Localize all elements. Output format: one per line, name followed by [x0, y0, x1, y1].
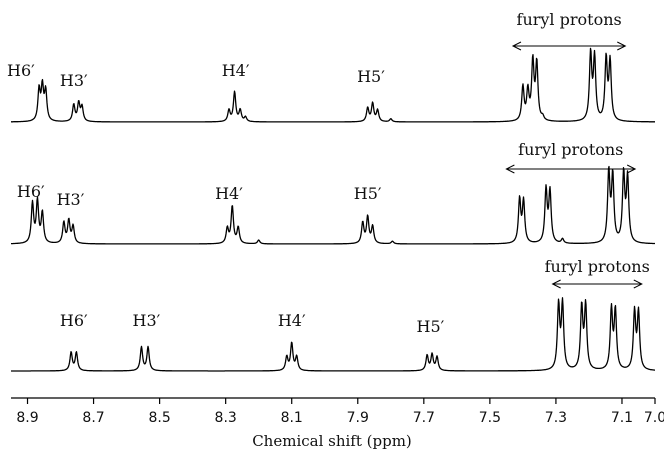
x-tick-label: 7.9 [347, 410, 369, 426]
x-tick-label: 8.1 [281, 410, 303, 426]
peak-label: H6′ [60, 311, 88, 330]
x-tick-label: 7.5 [479, 410, 501, 426]
peak-label: H4′ [278, 311, 306, 330]
furyl-group-label: furyl protons [517, 10, 622, 29]
peak-label: H5′ [354, 184, 382, 203]
x-tick-label: 8.7 [82, 410, 104, 426]
peak-label: H6′ [17, 182, 45, 201]
furyl-group-label: furyl protons [518, 140, 623, 159]
peak-label: H4′ [215, 184, 243, 203]
peak-label: H6′ [7, 61, 35, 80]
peak-label: H5′ [417, 317, 445, 336]
furyl-group-label: furyl protons [545, 257, 650, 276]
x-tick-label: 8.5 [148, 410, 170, 426]
x-tick-label: 7.0 [644, 410, 664, 426]
peak-label: H3′ [133, 311, 161, 330]
double-arrow [551, 279, 643, 289]
peak-label: H3′ [60, 71, 88, 90]
spectra-traces [10, 47, 656, 372]
spectrum-trace-2 [10, 165, 656, 245]
x-tick-label: 7.7 [413, 410, 435, 426]
x-axis-title: Chemical shift (ppm) [252, 432, 412, 450]
x-axis-ticks: 8.9 8.7 8.5 8.3 8.1 7.9 7.7 7.5 7.3 7.1 7.0 [16, 398, 664, 426]
peak-label: H3′ [57, 190, 85, 209]
x-tick-label: 8.9 [16, 410, 38, 426]
double-arrow [505, 164, 637, 174]
peak-label: H4′ [222, 61, 250, 80]
spectrum-trace-1 [10, 47, 656, 123]
x-tick-label: 8.3 [215, 410, 237, 426]
peak-label: H5′ [357, 67, 385, 86]
x-axis: 8.9 8.7 8.5 8.3 8.1 7.9 7.7 7.5 7.3 7.1 7.0 Chemic… [11, 397, 664, 450]
double-arrow [511, 41, 627, 51]
x-tick-label: 7.1 [611, 410, 633, 426]
x-tick-label: 7.3 [545, 410, 567, 426]
peak-labels: H6′ H3′ H4′ H5′ furyl protons H6′ H3′ H4′ H5′ fur… [7, 10, 650, 336]
spectrum-trace-3 [10, 297, 656, 372]
